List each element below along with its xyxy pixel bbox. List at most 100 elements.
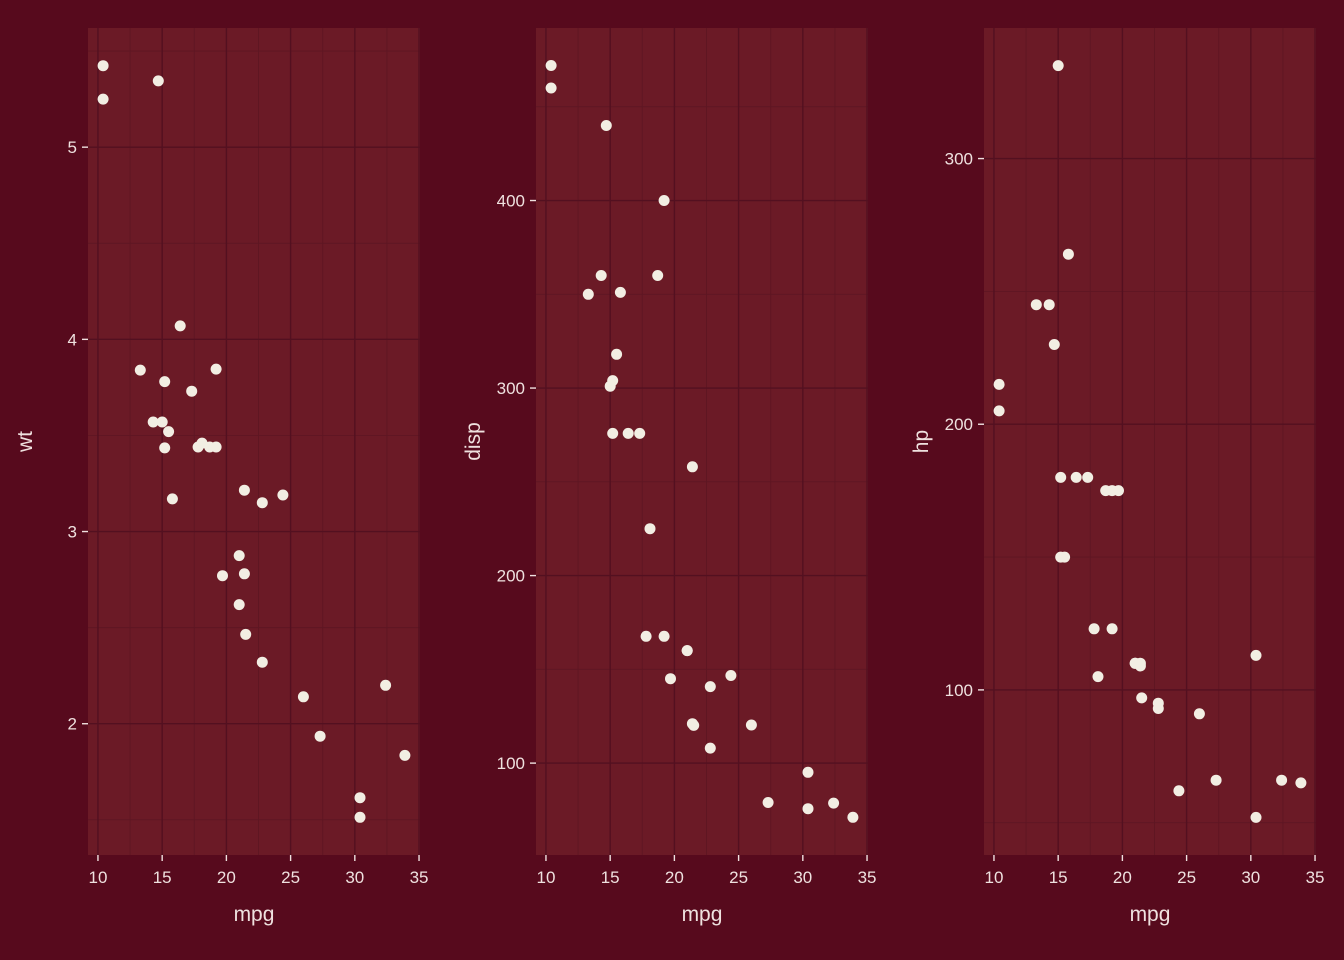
scatter-plot-wt: 10 15 20 25 30 35 2 3 4 5 mpg wt — [0, 0, 448, 960]
data-point — [1106, 623, 1118, 635]
data-point — [595, 270, 607, 281]
data-point — [725, 670, 737, 681]
data-point — [640, 630, 652, 642]
data-point — [233, 599, 245, 611]
data-point — [238, 484, 250, 496]
data-point — [634, 427, 646, 439]
scatter-plot-disp: 10 15 20 25 30 35 100 200 300 400 mpg disp — [448, 0, 896, 960]
data-point — [1052, 60, 1064, 72]
data-point — [354, 792, 366, 804]
data-point — [1062, 248, 1074, 260]
data-point — [644, 523, 656, 535]
data-point — [1152, 697, 1164, 709]
data-point — [1113, 485, 1124, 497]
data-point — [1250, 649, 1262, 661]
y-tick-label: 300 — [497, 379, 525, 398]
x-tick-label: 15 — [1049, 868, 1068, 887]
x-tick-label: 20 — [665, 868, 684, 887]
x-axis-label: mpg — [234, 903, 275, 926]
x-axis-label: mpg — [682, 903, 723, 926]
data-point — [1055, 471, 1067, 483]
plot-panel — [536, 28, 868, 855]
data-point — [134, 364, 146, 376]
data-point — [210, 441, 222, 453]
data-point — [1088, 623, 1100, 635]
data-point — [1030, 299, 1042, 311]
data-point — [354, 811, 366, 823]
x-tick-label: 25 — [1177, 868, 1196, 887]
data-point — [686, 461, 698, 473]
x-tick-label: 20 — [1113, 868, 1132, 887]
data-point — [847, 811, 859, 823]
data-point — [297, 691, 309, 703]
data-point — [1136, 692, 1148, 704]
data-point — [240, 628, 252, 640]
data-point — [614, 286, 626, 298]
data-point — [802, 803, 814, 815]
data-point — [233, 550, 245, 562]
x-tick-label: 10 — [984, 868, 1003, 887]
data-point — [1173, 785, 1185, 797]
data-point — [665, 673, 676, 685]
y-tick-label: 100 — [945, 681, 973, 700]
x-tick-label: 10 — [536, 868, 555, 887]
data-point — [159, 376, 171, 388]
data-point — [1193, 708, 1205, 720]
data-point — [802, 766, 814, 778]
data-point — [545, 82, 557, 94]
data-point — [604, 380, 616, 392]
data-point — [210, 363, 222, 375]
y-tick-label: 2 — [68, 715, 77, 734]
data-point — [163, 426, 175, 438]
data-point — [762, 797, 774, 808]
x-axis-label: mpg — [1130, 903, 1171, 926]
data-point — [174, 320, 186, 332]
y-tick-label: 5 — [68, 138, 77, 157]
data-point — [828, 797, 840, 809]
x-tick-label: 30 — [345, 868, 364, 887]
x-tick-label: 15 — [153, 868, 172, 887]
data-point — [658, 630, 670, 642]
y-tick-label: 400 — [497, 192, 525, 211]
data-point — [97, 93, 109, 105]
y-axis-label: disp — [462, 422, 485, 461]
data-point — [1043, 299, 1055, 311]
data-point — [622, 427, 634, 439]
y-tick-label: 4 — [68, 330, 77, 349]
plot-panel — [88, 28, 420, 855]
x-tick-label: 25 — [281, 868, 300, 887]
data-point — [545, 60, 557, 71]
data-point — [607, 427, 619, 439]
data-point — [704, 742, 716, 754]
scatter-plot-hp: 10 15 20 25 30 35 100 200 300 mpg hp — [896, 0, 1344, 960]
scatter-plot-wt-svg: 10 15 20 25 30 35 2 3 4 5 mpg wt — [14, 28, 429, 926]
x-tick-label: 15 — [601, 868, 620, 887]
data-point — [399, 749, 411, 761]
x-tick-label: 35 — [410, 868, 429, 887]
data-point — [1082, 471, 1094, 483]
data-point — [152, 75, 164, 87]
data-point — [600, 120, 612, 131]
data-point — [1134, 660, 1146, 672]
data-point — [314, 730, 326, 742]
data-point — [652, 270, 664, 281]
data-point — [256, 497, 268, 509]
data-point — [192, 441, 204, 453]
data-point — [993, 378, 1005, 390]
y-tick-label: 300 — [945, 150, 973, 169]
plot-panel — [984, 28, 1316, 855]
data-point — [147, 416, 159, 428]
data-point — [277, 489, 289, 501]
data-point — [681, 645, 693, 657]
x-tick-label: 30 — [1241, 868, 1260, 887]
data-point — [1048, 339, 1060, 350]
y-axis-label: wt — [14, 431, 37, 453]
x-tick-label: 10 — [88, 868, 107, 887]
y-tick-label: 200 — [497, 567, 525, 586]
data-point — [238, 568, 250, 580]
data-point — [159, 442, 171, 454]
y-tick-label: 3 — [68, 523, 77, 542]
data-point — [704, 681, 716, 693]
data-point — [186, 385, 198, 397]
y-tick-label: 200 — [945, 415, 973, 434]
